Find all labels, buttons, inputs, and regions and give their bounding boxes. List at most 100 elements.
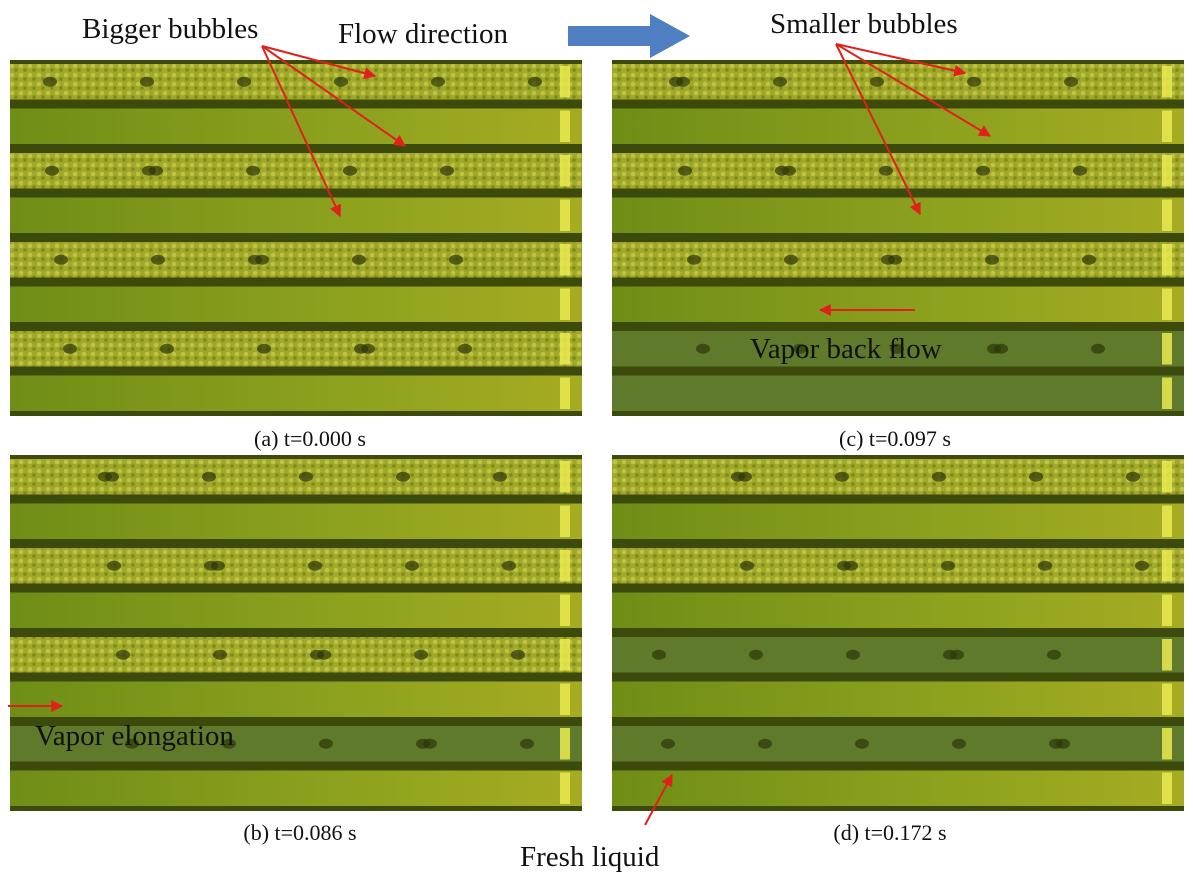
bubble [352, 254, 366, 265]
bubble [784, 254, 798, 265]
bubble [416, 738, 430, 749]
channel-highlight [1162, 244, 1172, 276]
channel [612, 548, 1184, 584]
channel-highlight [1162, 505, 1172, 537]
photo-panel [10, 60, 582, 416]
channel-highlight [560, 594, 570, 626]
channel [612, 197, 1184, 233]
bubble [246, 165, 260, 176]
bubble [204, 560, 218, 571]
bubble [116, 649, 130, 660]
bubble [248, 254, 262, 265]
bubble [449, 254, 463, 265]
panels [10, 60, 1184, 811]
bubble [343, 165, 357, 176]
channel [612, 503, 1184, 539]
bubble [846, 649, 860, 660]
bubble [528, 76, 542, 87]
bubble [967, 76, 981, 87]
channel [612, 726, 1184, 762]
bubble [458, 343, 472, 354]
channel [10, 592, 582, 628]
bubble [354, 343, 368, 354]
bubble [1049, 738, 1063, 749]
channel [10, 331, 582, 367]
bubble [431, 76, 445, 87]
bubble [511, 649, 525, 660]
channel [10, 637, 582, 673]
channel-highlight [1162, 110, 1172, 142]
bubble [308, 560, 322, 571]
bubble [687, 254, 701, 265]
channel-highlight [1162, 288, 1172, 320]
bubble [125, 738, 139, 749]
caption: (a) t=0.000 s [254, 426, 366, 451]
channel-highlight [560, 377, 570, 409]
channel [10, 548, 582, 584]
channel-highlight [1162, 772, 1172, 804]
bubble [837, 560, 851, 571]
bubble [405, 560, 419, 571]
channel [10, 726, 582, 762]
bubble [202, 471, 216, 482]
channel-highlight [560, 772, 570, 804]
channel-highlight [560, 155, 570, 187]
channel-highlight [560, 639, 570, 671]
caption: (c) t=0.097 s [839, 426, 951, 451]
bubble [98, 471, 112, 482]
bubble [299, 471, 313, 482]
channel [10, 375, 582, 411]
bubble [1073, 165, 1087, 176]
bubble [493, 471, 507, 482]
annotation: Smaller bubbles [770, 8, 958, 40]
channel [10, 197, 582, 233]
bubble [985, 254, 999, 265]
bubble [881, 254, 895, 265]
bubble [1126, 471, 1140, 482]
bubble [310, 649, 324, 660]
bubble [678, 165, 692, 176]
bubble [63, 343, 77, 354]
bubble [793, 343, 807, 354]
channel-highlight [560, 288, 570, 320]
bubble [669, 76, 683, 87]
bubble [775, 165, 789, 176]
channel-highlight [560, 333, 570, 365]
channel-highlight [1162, 639, 1172, 671]
bubble [319, 738, 333, 749]
channel [612, 681, 1184, 717]
bubble [855, 738, 869, 749]
caption: (d) t=0.172 s [833, 820, 946, 845]
bubble [870, 76, 884, 87]
bubble [142, 165, 156, 176]
channel [612, 770, 1184, 806]
annotation: Flow direction [338, 18, 508, 50]
bubble [652, 649, 666, 660]
channel [10, 503, 582, 539]
bubble [151, 254, 165, 265]
channel [10, 286, 582, 322]
bubble [520, 738, 534, 749]
bubble [502, 560, 516, 571]
bubble [932, 471, 946, 482]
photo-panel [612, 60, 1184, 416]
bubble [1064, 76, 1078, 87]
bubble [773, 76, 787, 87]
annotation: Vapor back flow [750, 333, 942, 365]
caption: (b) t=0.086 s [243, 820, 356, 845]
annotation: Fresh liquid [520, 841, 660, 873]
annotation: Bigger bubbles [82, 13, 258, 45]
channel-highlight [1162, 728, 1172, 760]
bubble [740, 560, 754, 571]
channel [612, 592, 1184, 628]
channel [10, 242, 582, 278]
bubble [396, 471, 410, 482]
channel-highlight [560, 461, 570, 493]
bubble [1038, 560, 1052, 571]
bubble [54, 254, 68, 265]
channel-highlight [1162, 683, 1172, 715]
bubble [758, 738, 772, 749]
bubble [1091, 343, 1105, 354]
channel-highlight [1162, 594, 1172, 626]
